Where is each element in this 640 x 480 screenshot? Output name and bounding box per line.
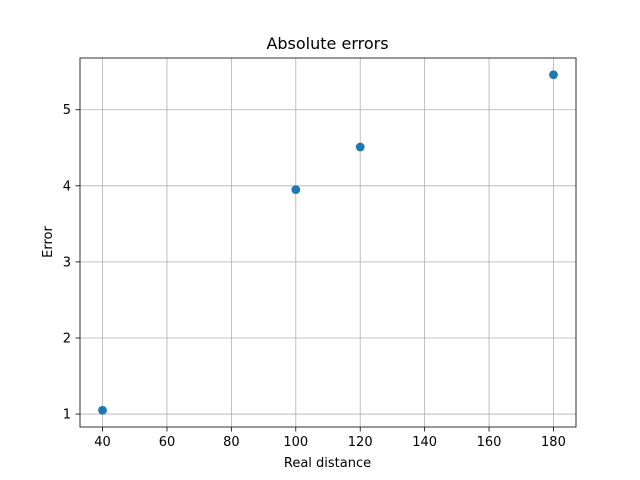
data-points: [98, 70, 558, 415]
y-tick-label: 5: [63, 103, 71, 118]
x-tick-label: 180: [541, 435, 566, 450]
scatter-point: [355, 142, 365, 152]
x-axis-label: Real distance: [284, 456, 371, 471]
x-tick-label: 40: [94, 435, 111, 450]
x-tick-label: 80: [223, 435, 240, 450]
x-tick-label: 140: [412, 435, 437, 450]
y-tick-label: 1: [63, 408, 71, 423]
x-tick-label: 60: [159, 435, 176, 450]
y-axis-label: Error: [41, 226, 56, 258]
plot-frame: [79, 57, 577, 428]
x-tick-label: 160: [477, 435, 502, 450]
grid: [80, 58, 576, 427]
y-tick-label: 2: [63, 331, 71, 346]
x-tick-label: 100: [283, 435, 308, 450]
axes: [79, 57, 577, 428]
scatter-point: [291, 185, 301, 195]
y-tick-label: 4: [63, 179, 71, 194]
chart-title: Absolute errors: [266, 34, 388, 53]
y-tick-label: 3: [63, 255, 71, 270]
x-tick-label: 120: [348, 435, 373, 450]
scatter-point: [98, 405, 107, 415]
scatter-point: [549, 70, 558, 80]
ticks: 40 60 80 100 120 140 160 180 1 2 3 4 5: [63, 103, 566, 450]
